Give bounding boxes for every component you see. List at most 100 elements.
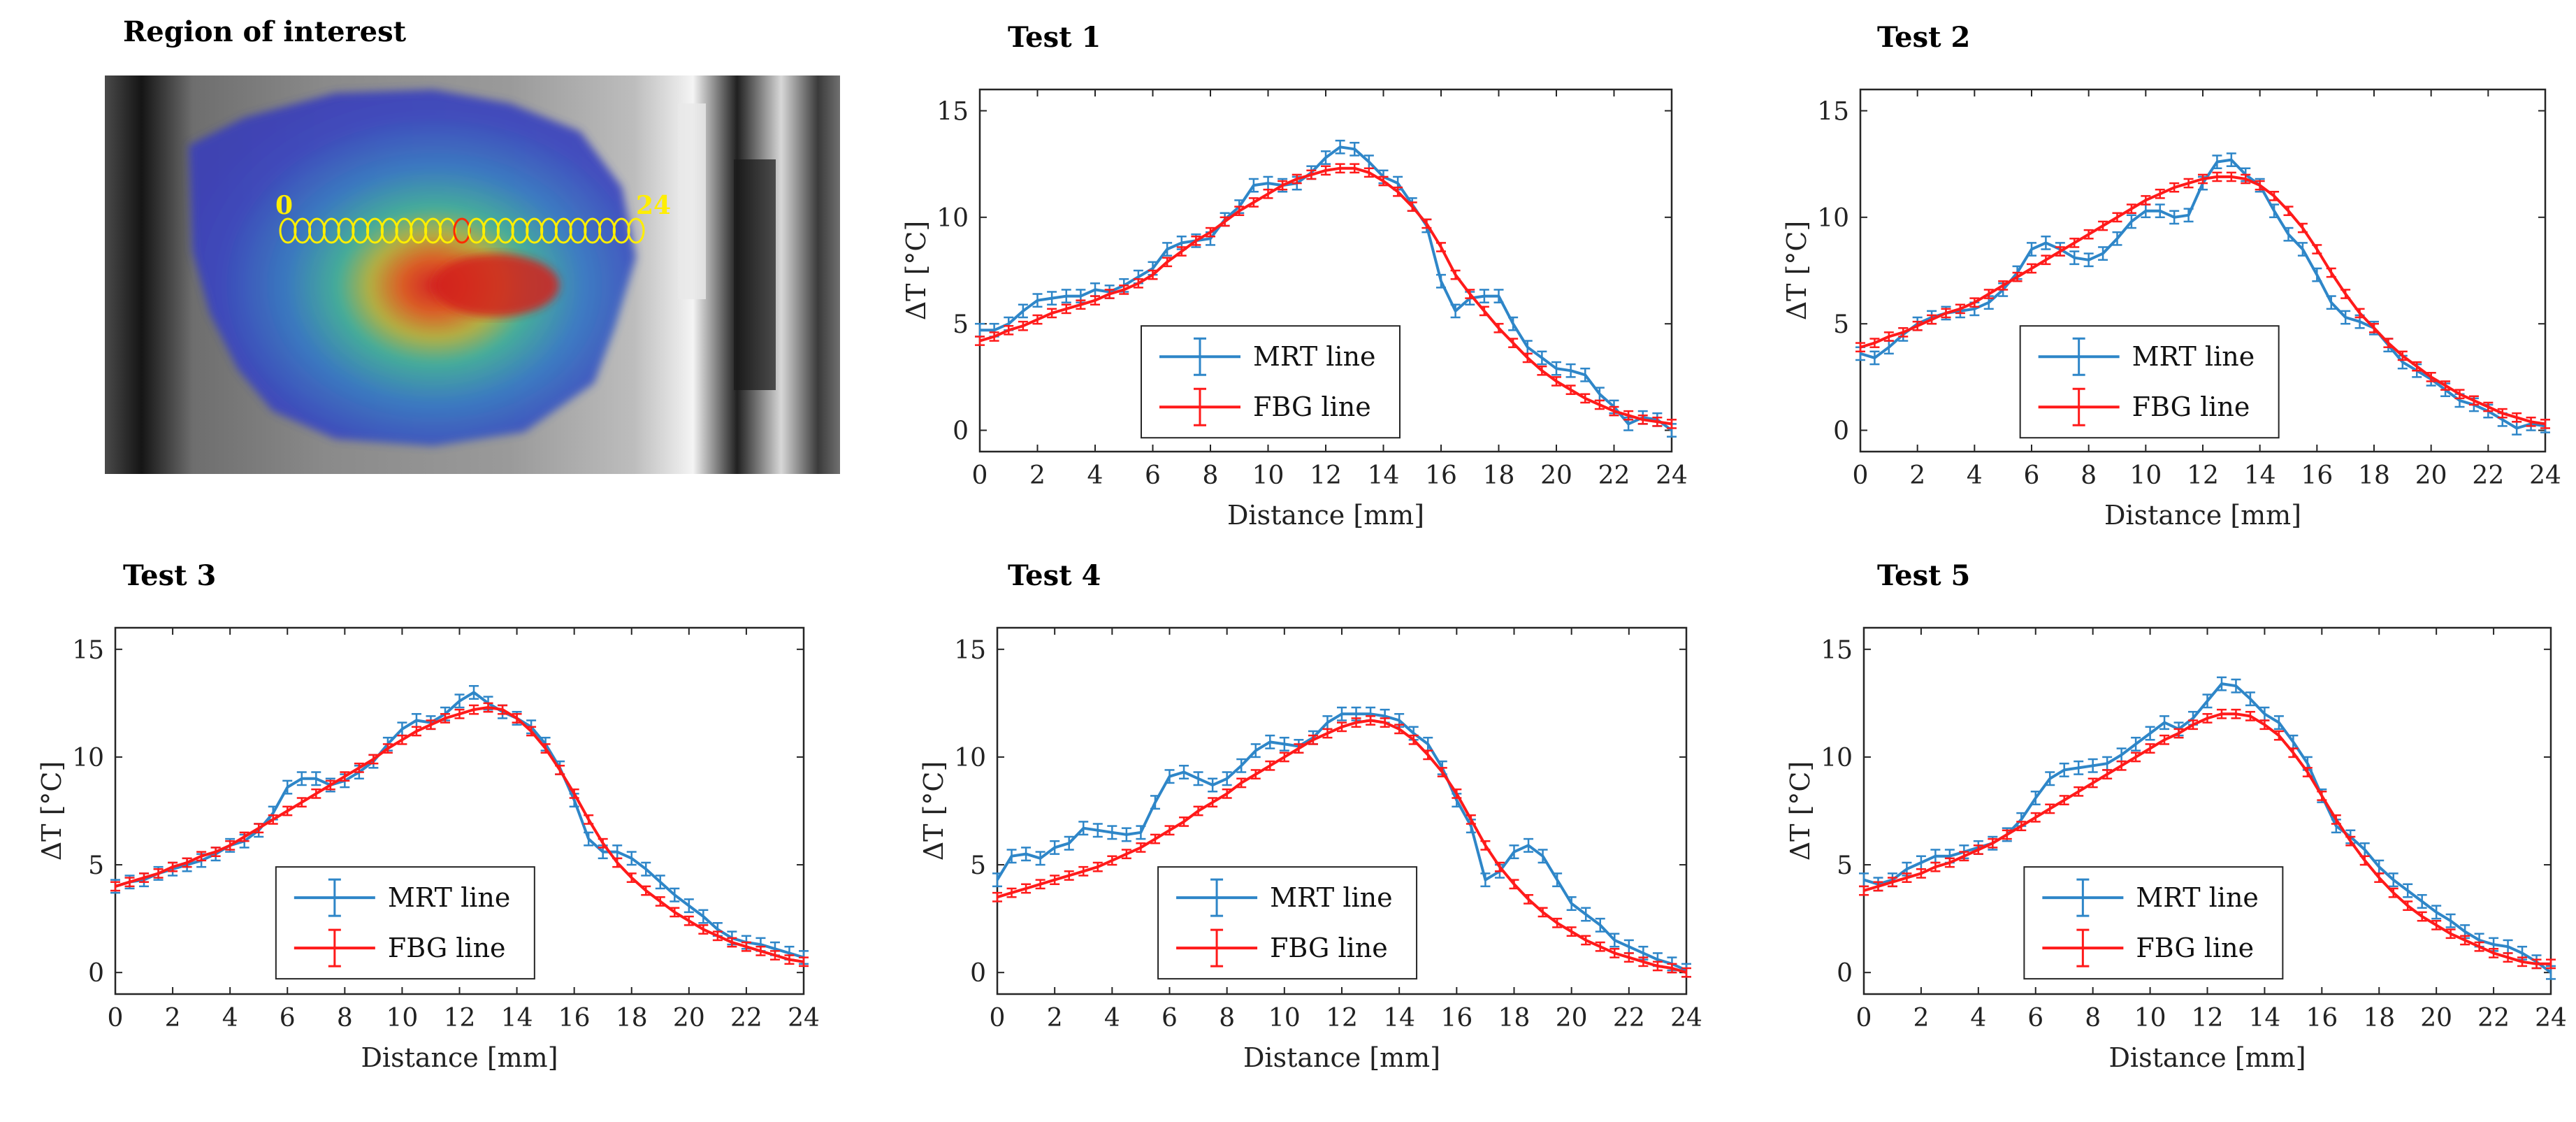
- c1-legend-mrt-label: MRT line: [1253, 341, 1376, 372]
- c4-xtick-label-12: 12: [1326, 1004, 1358, 1033]
- c5-xtick-label-10: 10: [2134, 1004, 2166, 1033]
- c2-xtick-label-0: 0: [1853, 461, 1869, 490]
- c3-xtick-label-0: 0: [108, 1004, 124, 1033]
- c2-xtick-label-24: 24: [2529, 461, 2561, 490]
- c3-xtick-label-18: 18: [616, 1004, 648, 1033]
- c1-legend-box: [1141, 325, 1401, 439]
- c5-legend-mrt-label: MRT line: [2136, 882, 2259, 913]
- roi-thermal-image: 0 24: [105, 75, 840, 474]
- c3-legend-mrt-label: MRT line: [388, 882, 511, 913]
- c4-xtick-label-6: 6: [1162, 1004, 1178, 1033]
- c4-ytick-label-15: 15: [954, 636, 986, 665]
- c5-ytick-label-5: 5: [1837, 851, 1853, 880]
- roi-end-label: 24: [636, 191, 671, 220]
- c1-legend-fbg-label: FBG line: [1253, 391, 1371, 422]
- c2-xtick-label-22: 22: [2472, 461, 2504, 490]
- c5-xtick-label-12: 12: [2192, 1004, 2224, 1033]
- c4-xtick-label-16: 16: [1440, 1004, 1472, 1033]
- c5-xtick-label-2: 2: [1913, 1004, 1929, 1033]
- chart-title-test4: Test 4: [1008, 559, 1101, 592]
- c3-legend-box: [275, 866, 535, 980]
- roi-svg: 0 24: [105, 75, 840, 474]
- c1-ytick-label-0: 0: [953, 417, 969, 446]
- c2-legend-box: [2019, 325, 2280, 439]
- c1-ytick-label-15: 15: [936, 97, 969, 126]
- c3-ytick-label-10: 10: [72, 744, 104, 772]
- c5-ylabel: ΔT [°C]: [1785, 761, 1816, 861]
- c4-xtick-label-22: 22: [1613, 1004, 1645, 1033]
- c3-xtick-label-6: 6: [280, 1004, 296, 1033]
- roi-hotspot: [433, 254, 559, 317]
- c3-ytick-label-15: 15: [72, 636, 104, 665]
- c2-xlabel: Distance [mm]: [2104, 500, 2301, 531]
- c5-ytick-label-10: 10: [1821, 744, 1853, 772]
- c5-xtick-label-18: 18: [2363, 1004, 2395, 1033]
- c2-ytick-label-5: 5: [1833, 310, 1849, 339]
- c2-xtick-label-4: 4: [1967, 461, 1983, 490]
- roi-title: Region of interest: [123, 15, 407, 48]
- c5-xtick-label-20: 20: [2420, 1004, 2452, 1033]
- c2-ylabel: ΔT [°C]: [1781, 221, 1812, 321]
- c1-xtick-label-8: 8: [1203, 461, 1219, 490]
- c5-xlabel: Distance [mm]: [2108, 1042, 2306, 1073]
- c1-xtick-label-6: 6: [1145, 461, 1161, 490]
- c1-xtick-label-20: 20: [1540, 461, 1572, 490]
- c5-xtick-label-6: 6: [2027, 1004, 2043, 1033]
- c1-xtick-label-0: 0: [972, 461, 988, 490]
- c3-legend-fbg-label: FBG line: [388, 933, 506, 963]
- chart-title-test3: Test 3: [123, 559, 217, 592]
- c3-ytick-label-0: 0: [88, 959, 104, 988]
- c1-xtick-label-22: 22: [1598, 461, 1630, 490]
- c4-legend-fbg-label: FBG line: [1270, 933, 1388, 963]
- c5-ytick-label-15: 15: [1821, 636, 1853, 665]
- c2-xtick-label-2: 2: [1909, 461, 1925, 490]
- roi-heatmap: [189, 89, 636, 446]
- c1-ytick-label-10: 10: [936, 204, 969, 233]
- c5-xtick-label-24: 24: [2535, 1004, 2567, 1033]
- c1-xtick-label-12: 12: [1310, 461, 1342, 490]
- c3-xlabel: Distance [mm]: [361, 1042, 558, 1073]
- c3-xtick-label-24: 24: [788, 1004, 820, 1033]
- c3-xtick-label-22: 22: [730, 1004, 762, 1033]
- c4-ytick-label-10: 10: [954, 744, 986, 772]
- c2-xtick-label-6: 6: [2024, 461, 2040, 490]
- c5-xtick-label-0: 0: [1856, 1004, 1872, 1033]
- c3-xtick-label-4: 4: [222, 1004, 238, 1033]
- c4-xtick-label-14: 14: [1383, 1004, 1415, 1033]
- c3-xtick-label-8: 8: [337, 1004, 353, 1033]
- c1-ytick-label-5: 5: [953, 310, 969, 339]
- c1-xlabel: Distance [mm]: [1227, 500, 1424, 531]
- c3-xtick-label-2: 2: [165, 1004, 181, 1033]
- c5-xtick-label-4: 4: [1970, 1004, 1986, 1033]
- c1-xtick-label-14: 14: [1368, 461, 1400, 490]
- c4-xtick-label-24: 24: [1670, 1004, 1702, 1033]
- c2-xtick-label-16: 16: [2301, 461, 2333, 490]
- c4-xtick-label-10: 10: [1268, 1004, 1301, 1033]
- c5-xtick-label-16: 16: [2306, 1004, 2338, 1033]
- c3-xtick-label-10: 10: [386, 1004, 419, 1033]
- chart-title-test1: Test 1: [1008, 21, 1101, 54]
- c4-legend-box: [1157, 866, 1418, 980]
- c5-legend-fbg-label: FBG line: [2136, 933, 2254, 963]
- c4-xtick-label-8: 8: [1219, 1004, 1235, 1033]
- roi-bright-structure: [678, 103, 706, 299]
- c2-legend-mrt-label: MRT line: [2132, 341, 2255, 372]
- roi-start-label: 0: [275, 191, 293, 220]
- roi-point-24: [627, 217, 645, 244]
- c1-xtick-label-16: 16: [1425, 461, 1457, 490]
- c4-xtick-label-2: 2: [1047, 1004, 1063, 1033]
- c5-xtick-label-14: 14: [2249, 1004, 2281, 1033]
- c2-legend-fbg-label: FBG line: [2132, 391, 2250, 422]
- c2-xtick-label-10: 10: [2129, 461, 2162, 490]
- c1-xtick-label-24: 24: [1656, 461, 1688, 490]
- c2-xtick-label-12: 12: [2187, 461, 2219, 490]
- roi-dark-structure: [734, 159, 776, 390]
- c2-xtick-label-20: 20: [2415, 461, 2447, 490]
- c2-ytick-label-10: 10: [1817, 204, 1849, 233]
- c1-xtick-label-18: 18: [1483, 461, 1515, 490]
